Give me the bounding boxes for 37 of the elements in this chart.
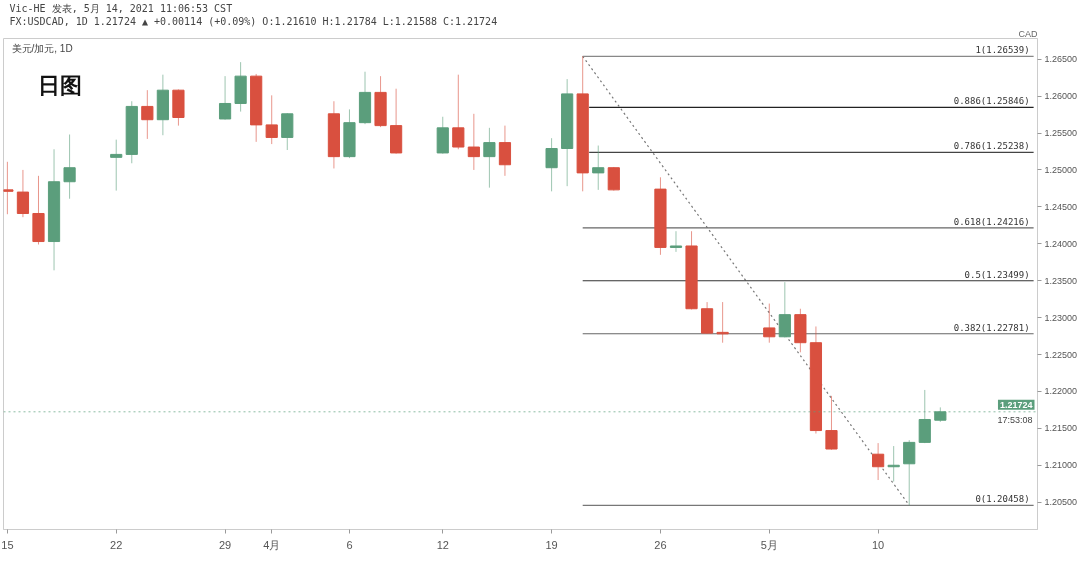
series-label: 0.382(1.22781) <box>953 322 1030 333</box>
y-tick-label: 1.26500 <box>1044 54 1078 65</box>
annotation: 日图 <box>37 72 82 98</box>
y-tick-label: 1.24000 <box>1044 238 1078 249</box>
x-tick-label: 5月 <box>760 538 778 551</box>
x-tick-label: 29 <box>218 538 232 551</box>
x-tick-label: 12 <box>436 538 449 551</box>
annotation: 17:53:08 <box>997 414 1033 425</box>
x-tick-label: 19 <box>545 538 558 551</box>
series-label: 0.886(1.25846) <box>953 96 1030 107</box>
y-tick-label: 1.25500 <box>1044 128 1078 139</box>
series-label: 0.618(1.24216) <box>953 216 1030 227</box>
x-tick-label: 15 <box>1 538 14 551</box>
chart-subtitle: FX:USDCAD, 1D 1.21724 ▲ +0.00114 (+0.09%) O:1.21610 H:1.21784 L:1.21588 C:1.21724 <box>9 15 498 27</box>
series-label: 1(1.26539) <box>975 45 1030 56</box>
y-tick-label: 1.23500 <box>1044 275 1078 286</box>
annotation: 美元/加元, 1D <box>11 42 73 54</box>
series-label: 0(1.20458) <box>975 494 1030 505</box>
y-tick-label: 1.23000 <box>1044 312 1078 323</box>
chart-title: Vic-HE 发表, 5月 14, 2021 11:06:53 CST <box>9 2 233 14</box>
x-tick-label: 26 <box>654 538 667 551</box>
y-tick-label: 1.25000 <box>1044 164 1078 175</box>
y-axis-title: CAD <box>1018 28 1038 39</box>
y-tick-label: 1.21000 <box>1044 460 1078 471</box>
x-tick-label: 6 <box>346 538 353 551</box>
y-tick-label: 1.26000 <box>1044 91 1078 102</box>
x-tick-label: 22 <box>110 538 123 551</box>
ref-line-label: 1.21724 <box>999 399 1033 410</box>
y-tick-label: 1.20500 <box>1044 497 1078 508</box>
series-label: 0.5(1.23499) <box>964 269 1030 280</box>
y-tick-label: 1.22000 <box>1044 386 1078 397</box>
y-tick-label: 1.21500 <box>1044 423 1078 434</box>
series-label: 0.786(1.25238) <box>953 141 1030 152</box>
y-tick-label: 1.22500 <box>1044 349 1078 360</box>
x-tick-label: 10 <box>872 538 885 551</box>
y-tick-label: 1.24500 <box>1044 201 1078 212</box>
x-tick-label: 4月 <box>263 538 281 551</box>
